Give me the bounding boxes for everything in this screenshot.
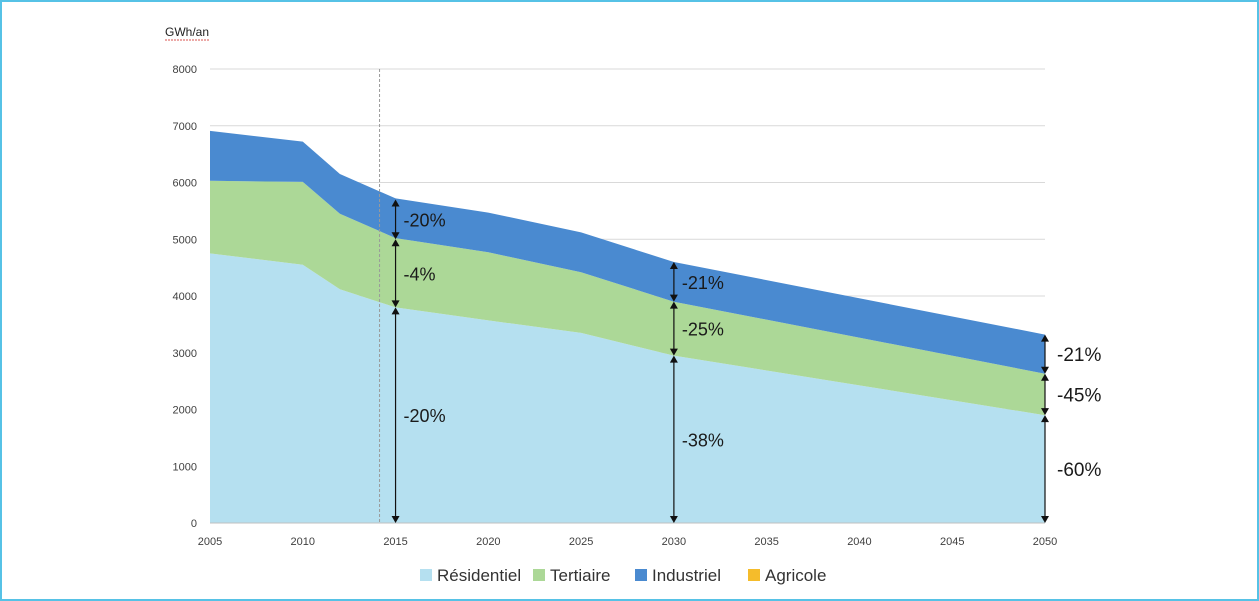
- annotation-label: -38%: [682, 430, 724, 450]
- arrow-head-up: [1041, 334, 1049, 342]
- y-tick-label: 3000: [173, 348, 197, 360]
- x-tick-label: 2035: [754, 536, 778, 548]
- annotation-arrow: -60%: [1041, 415, 1101, 523]
- legend-swatch: [748, 569, 760, 581]
- y-tick-label: 6000: [173, 178, 197, 190]
- legend-swatch: [533, 569, 545, 581]
- annotation-label: -21%: [1057, 345, 1101, 366]
- y-tick-label: 5000: [173, 234, 197, 246]
- arrow-head-down: [1041, 366, 1049, 374]
- x-tick-label: 2030: [662, 536, 686, 548]
- arrow-head-down: [1041, 408, 1049, 416]
- arrow-head-down: [669, 348, 678, 356]
- legend-swatch: [635, 569, 647, 581]
- area-series: [210, 130, 1045, 523]
- arrow-head-up: [1041, 373, 1049, 381]
- x-tick-label: 2015: [383, 536, 407, 548]
- arrow-head-down: [669, 294, 678, 302]
- x-tick-label: 2010: [291, 536, 315, 548]
- arrow-head-up: [669, 301, 678, 309]
- annotation-label: -20%: [404, 406, 446, 426]
- y-tick-label: 0: [191, 518, 197, 530]
- arrow-head-up: [391, 307, 400, 315]
- y-tick-label: 8000: [173, 64, 197, 76]
- x-tick-label: 2005: [198, 536, 222, 548]
- legend-swatch: [420, 569, 432, 581]
- annotation-label: -45%: [1057, 385, 1101, 406]
- annotation-arrow: -38%: [669, 355, 724, 523]
- x-ticks: 2005 2010 2015 2020 2025 2030 2035 2040 2045 2050: [198, 522, 1057, 548]
- arrow-head-up: [669, 261, 678, 269]
- x-tick-label: 2040: [847, 536, 871, 548]
- arrow-head-down: [1041, 516, 1049, 523]
- area-tertiaire: [210, 180, 1045, 416]
- annotation-arrow: -20%: [391, 199, 446, 240]
- arrow-head-up: [391, 199, 400, 207]
- y-tick-label: 2000: [173, 405, 197, 417]
- x-tick-label: 2025: [569, 536, 593, 548]
- legend-label: Agricole: [765, 566, 826, 585]
- x-tick-label: 2020: [476, 536, 500, 548]
- annotation-arrow: -45%: [1041, 373, 1101, 416]
- legend: Résidentiel Tertiaire Industriel Agricole: [420, 566, 826, 585]
- y-ticks: 0 1000 2000 3000 4000 5000 6000 7000 8000: [173, 64, 197, 530]
- area-industriel: [210, 130, 1045, 374]
- arrow-head-up: [1041, 415, 1049, 423]
- x-tick-label: 2050: [1033, 536, 1057, 548]
- annotation-arrow: -25%: [669, 301, 724, 356]
- annotation-label: -4%: [404, 264, 436, 284]
- y-tick-label: 1000: [173, 461, 197, 473]
- legend-label: Résidentiel: [437, 566, 521, 585]
- annotation-label: -25%: [682, 320, 724, 340]
- annotation-label: -60%: [1057, 460, 1101, 481]
- annotation-arrow: -21%: [669, 261, 724, 302]
- y-tick-label: 4000: [173, 291, 197, 303]
- annotation-arrow: -4%: [391, 239, 436, 308]
- arrow-head-up: [669, 355, 678, 363]
- y-tick-label: 7000: [173, 121, 197, 133]
- area-rsidentiel: [210, 253, 1045, 523]
- arrow-head-down: [391, 516, 400, 523]
- annotations: -20% -4% -20% -21% -25% -38% -21% -45% -60%: [391, 199, 1101, 523]
- annotation-arrow: -20%: [391, 307, 446, 523]
- legend-label: Industriel: [652, 566, 721, 585]
- annotation-label: -20%: [404, 210, 446, 230]
- y-axis-label: GWh/an: [165, 25, 209, 39]
- annotation-arrow: -21%: [1041, 334, 1101, 374]
- annotation-label: -21%: [682, 273, 724, 293]
- arrow-head-down: [391, 300, 400, 308]
- arrow-head-down: [391, 232, 400, 240]
- legend-label: Tertiaire: [550, 566, 610, 585]
- arrow-head-up: [391, 239, 400, 247]
- x-tick-label: 2045: [940, 536, 964, 548]
- arrow-head-down: [669, 516, 678, 523]
